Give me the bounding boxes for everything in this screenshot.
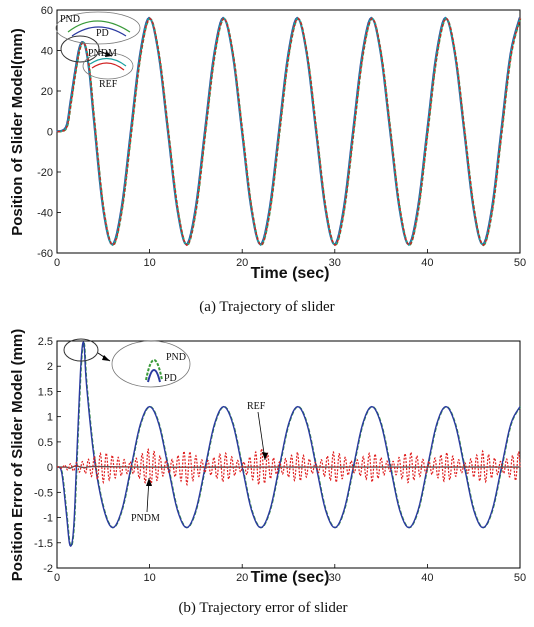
series-line-ref-b (56, 447, 521, 487)
label-pndm-a: PNDM (88, 48, 117, 59)
x-tick-label: 20 (236, 572, 248, 584)
x-tick-label: 40 (421, 257, 433, 269)
inset-circle-b (63, 338, 99, 362)
y-tick-label: 60 (41, 5, 53, 17)
y-tick-label: -1 (43, 513, 53, 525)
y-tick-label: 1 (47, 412, 53, 424)
inset-curve-pd-b (147, 369, 161, 383)
x-tick-labels-a: 0 10 20 30 40 50 (54, 249, 526, 269)
inset-curve-pd (71, 26, 127, 37)
label-pnd-b: PND (166, 352, 186, 363)
inset-circle-a (60, 35, 100, 63)
x-tick-label: 30 (329, 257, 341, 269)
inset-bubble-top (55, 11, 141, 45)
y-tick-label: 0.5 (38, 437, 53, 449)
x-axis-label-b: Time (sec) (251, 569, 330, 586)
y-tick-label: -0.5 (34, 487, 53, 499)
x-tick-label: 20 (236, 257, 248, 269)
chart-trajectory-error: 0 10 20 30 40 50 -2 -1.5 -1 -0.5 0 0.5 1 1.5 2 2.5 Tim… (9, 329, 526, 586)
caption-b: (b) Trajectory error of slider (178, 600, 347, 616)
y-tick-label: 0 (47, 462, 53, 474)
x-tick-label: 30 (329, 572, 341, 584)
x-axis-label-a: Time (sec) (251, 265, 330, 282)
label-pd-a: PD (96, 28, 109, 39)
inset-arrowhead-b (102, 355, 110, 361)
y-tick-label: -60 (37, 248, 53, 260)
inset-curve-pndm (89, 57, 127, 67)
y-axis-label-b: Position Error of Slider Model (mm) (9, 329, 26, 582)
inset-curve-pnd (67, 20, 131, 33)
y-axis-label-a: Position of Slider Model(mm) (9, 28, 26, 236)
label-ref-b: REF (247, 401, 266, 412)
x-tick-label: 10 (143, 572, 155, 584)
y-tick-label: 20 (41, 86, 53, 98)
x-tick-label: 0 (54, 257, 60, 269)
series-group-a (56, 16, 522, 247)
x-tick-labels-b: 0 10 20 30 40 50 (54, 564, 526, 584)
x-tick-label: 40 (421, 572, 433, 584)
series-group-b (56, 341, 522, 547)
arrowhead-pndm-b (146, 478, 152, 486)
x-tick-label: 10 (143, 257, 155, 269)
y-tick-label: 2 (47, 361, 53, 373)
y-tick-label: 2.5 (38, 336, 53, 348)
label-pnd-a: PND (60, 14, 80, 25)
inset-annotation-b: PND PD REF PNDM (63, 338, 268, 524)
arrow-ref-b (257, 411, 266, 461)
y-tick-label: -40 (37, 208, 53, 220)
y-tick-label: -20 (37, 167, 53, 179)
inset-annotation-a: PND PD PNDM REF (55, 11, 141, 90)
x-tick-label: 0 (54, 572, 60, 584)
y-tick-label: 0 (47, 127, 53, 139)
inset-curve-ref (91, 62, 125, 71)
y-tick-labels-a: -60 -40 -20 0 20 40 60 (37, 5, 61, 260)
y-tick-label: 1.5 (38, 386, 53, 398)
y-tick-label: 40 (41, 46, 53, 58)
label-pndm-b: PNDM (131, 513, 160, 524)
label-ref-a: REF (99, 79, 118, 90)
inset-bubble-b (111, 340, 191, 388)
y-tick-label: -1.5 (34, 538, 53, 550)
inset-curve-pnd-b (145, 359, 163, 381)
arrowhead-ref-b (262, 452, 268, 460)
label-pd-b: PD (164, 373, 177, 384)
caption-a: (a) Trajectory of slider (199, 299, 334, 315)
series-line-ref-a (57, 17, 521, 247)
plot-area-b (56, 340, 521, 569)
x-tick-label: 50 (514, 572, 526, 584)
x-tick-label: 50 (514, 257, 526, 269)
y-tick-label: -2 (43, 563, 53, 575)
inset-arrowhead-a (105, 51, 112, 57)
